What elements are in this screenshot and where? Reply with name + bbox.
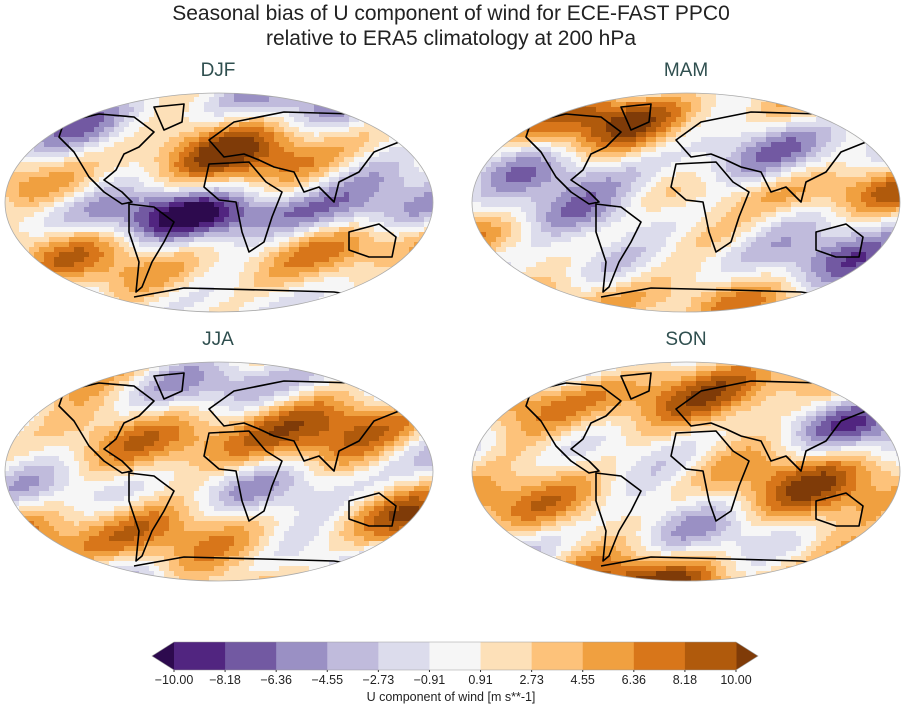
map-jja (4, 361, 434, 582)
coastline (525, 382, 622, 474)
colorbar-tick-label: −10.00 (154, 673, 194, 687)
colorbar-tick-label: −0.91 (413, 673, 446, 687)
bias-field (5, 93, 433, 312)
coastline (815, 223, 864, 258)
colorbar-tick-label: 2.73 (519, 673, 544, 687)
colorbar-tick-label: −8.18 (209, 673, 241, 687)
colorbar-bin (378, 642, 430, 670)
colorbar (151, 641, 759, 672)
colorbar-tick-label: 4.55 (570, 673, 595, 687)
colorbar-bin (327, 642, 379, 670)
map-boundary (471, 92, 901, 313)
coastline (670, 430, 750, 522)
colorbar-tick-label: −4.55 (311, 673, 344, 687)
bias-field (472, 93, 900, 312)
colorbar-tick-label: 10.00 (720, 673, 752, 687)
coastline (203, 430, 283, 522)
coastline (203, 161, 283, 253)
coastline (153, 103, 185, 131)
colorbar-tick-label: −6.36 (260, 673, 292, 687)
coastline (58, 382, 155, 474)
figure-title-line2: relative to ERA5 climatology at 200 hPa (265, 27, 637, 50)
colorbar-extend-low (152, 642, 174, 670)
coastline (670, 161, 750, 253)
map-son (471, 361, 901, 582)
panel-title-jja: JJA (202, 329, 234, 350)
figure-title-line1: Seasonal bias of U component of wind for… (172, 2, 730, 25)
colorbar-bin (429, 642, 482, 670)
colorbar-bin (225, 642, 277, 670)
colorbar-bin (684, 642, 737, 670)
coastline (675, 111, 872, 203)
coastline (595, 472, 642, 562)
colorbar-tick-label: 8.18 (672, 673, 698, 687)
panel-title-son: SON (665, 329, 707, 350)
panel-title-mam: MAM (663, 60, 709, 81)
coastline (675, 380, 872, 472)
colorbar-bin (174, 642, 226, 670)
coastline (208, 380, 405, 472)
colorbar-bin (531, 642, 584, 670)
map-boundary (4, 92, 434, 313)
coastline (208, 111, 405, 203)
map-boundary (471, 361, 901, 582)
colorbar-bin (633, 642, 686, 670)
colorbar-extend-high (736, 642, 758, 670)
colorbar-tick-label: 0.91 (468, 673, 493, 687)
coastline (815, 492, 864, 527)
panel-title-djf: DJF (200, 60, 236, 81)
colorbar-tick-label: −2.73 (362, 673, 395, 687)
colorbar-tick-label: 6.36 (621, 673, 646, 687)
coastline (153, 372, 185, 400)
coastline (128, 472, 175, 562)
coastline (348, 492, 397, 527)
map-mam (471, 92, 901, 313)
colorbar-bin (276, 642, 328, 670)
colorbar-bin (480, 642, 533, 670)
colorbar-label: U component of wind [m s**-1] (366, 690, 536, 704)
bias-field (5, 362, 433, 581)
coastline (620, 372, 652, 400)
coastline (595, 203, 642, 293)
coastline (128, 203, 175, 293)
colorbar-bin (582, 642, 635, 670)
coastline (525, 113, 622, 205)
map-boundary (4, 361, 434, 582)
bias-field (472, 362, 900, 581)
map-djf (4, 92, 434, 313)
coastline (348, 223, 397, 258)
coastline (58, 113, 155, 205)
coastline (620, 103, 652, 131)
